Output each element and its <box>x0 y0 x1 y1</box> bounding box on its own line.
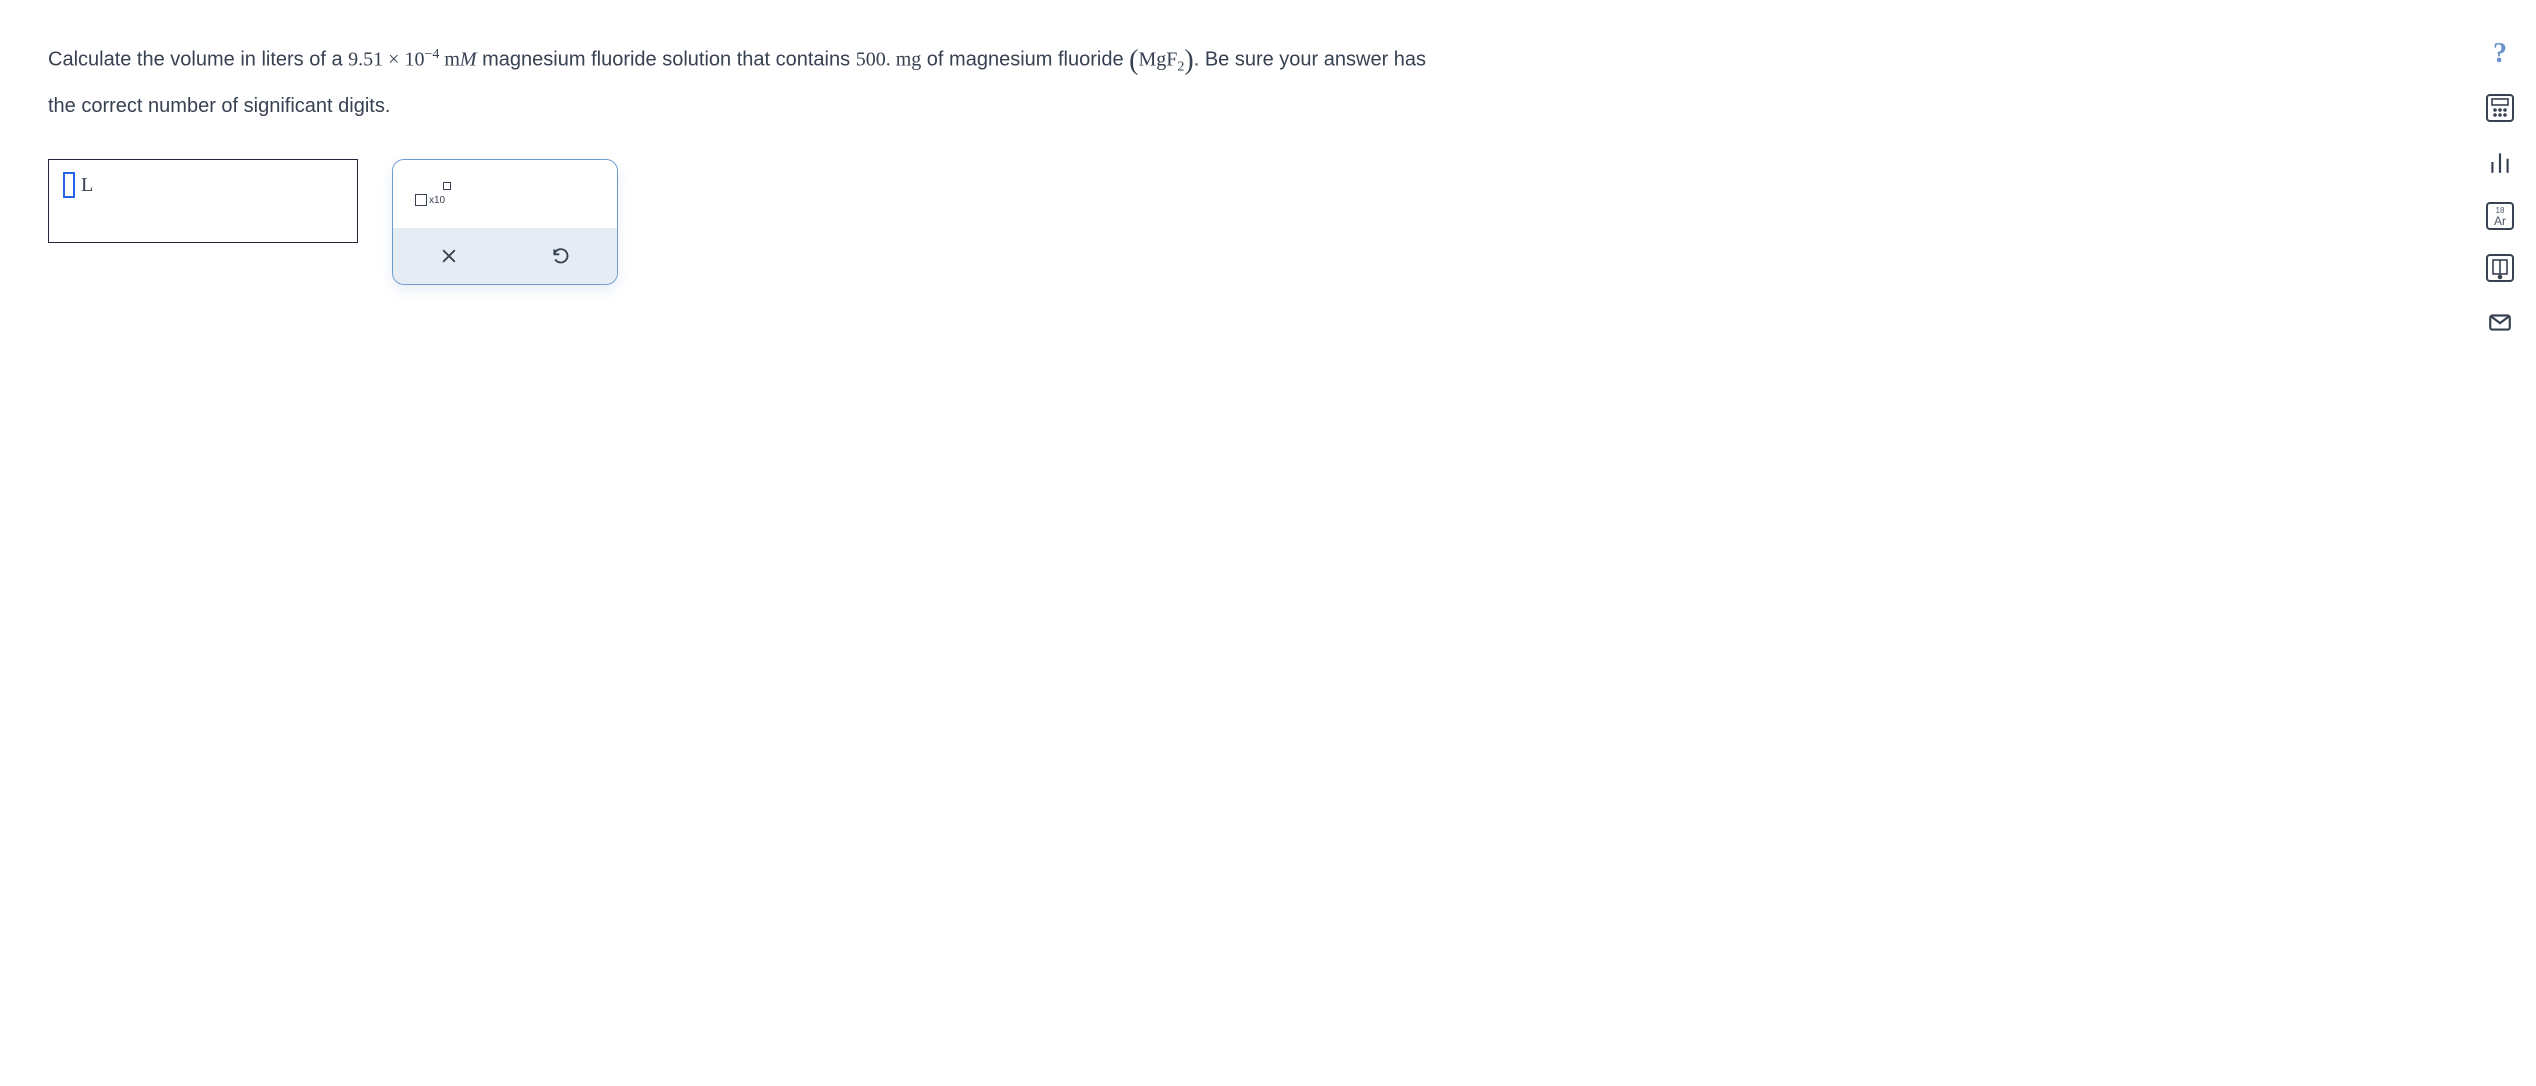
undo-icon <box>551 246 571 266</box>
worksheet-button[interactable] <box>2486 254 2514 282</box>
mantissa-box-icon <box>415 194 427 206</box>
exponent-box-icon <box>443 182 451 190</box>
x-icon <box>439 246 459 266</box>
calculator-icon <box>2488 95 2512 121</box>
input-palette: x10 <box>392 159 618 285</box>
q-suffix2: the correct number of significant digits… <box>48 95 390 117</box>
scientific-notation-button[interactable]: x10 <box>415 182 455 206</box>
q-after-mass: of magnesium fluoride <box>921 49 1129 71</box>
q-suffix1: Be sure your answer has <box>1205 49 1426 71</box>
undo-button[interactable] <box>505 228 617 284</box>
q-formula: MgF <box>1138 49 1177 71</box>
q-unit-m: m <box>439 49 460 71</box>
side-toolbar: ? 18 Ar <box>2484 38 2516 338</box>
bar-chart-button[interactable] <box>2484 146 2516 178</box>
message-button[interactable] <box>2484 306 2516 338</box>
q-mass: 500. <box>856 49 891 71</box>
pt-symbol: Ar <box>2494 215 2506 227</box>
answer-unit: L <box>81 172 93 197</box>
bar-chart-icon <box>2487 149 2513 175</box>
worksheet-icon <box>2488 255 2512 281</box>
q-prefix: Calculate the volume in liters of a <box>48 49 348 71</box>
q-coeff: 9.51 <box>348 49 383 71</box>
periodic-table-button[interactable]: 18 Ar <box>2486 202 2514 230</box>
q-unit-M: M <box>460 49 477 71</box>
envelope-icon <box>2487 309 2513 335</box>
x10-label: x10 <box>429 195 445 206</box>
answer-input[interactable]: L <box>48 159 358 243</box>
q-exp: −4 <box>424 47 439 62</box>
q-period: . <box>1194 49 1205 71</box>
input-cursor <box>63 172 75 198</box>
q-paren-close: ) <box>1184 45 1193 76</box>
calculator-button[interactable] <box>2486 94 2514 122</box>
q-base: 10 <box>404 49 424 71</box>
q-mid: magnesium fluoride solution that contain… <box>477 49 856 71</box>
q-mass-unit: mg <box>891 49 922 71</box>
question-text: Calculate the volume in liters of a 9.51… <box>48 34 1432 125</box>
help-button[interactable]: ? <box>2484 38 2516 70</box>
clear-button[interactable] <box>393 228 505 284</box>
q-times: × <box>383 49 404 71</box>
